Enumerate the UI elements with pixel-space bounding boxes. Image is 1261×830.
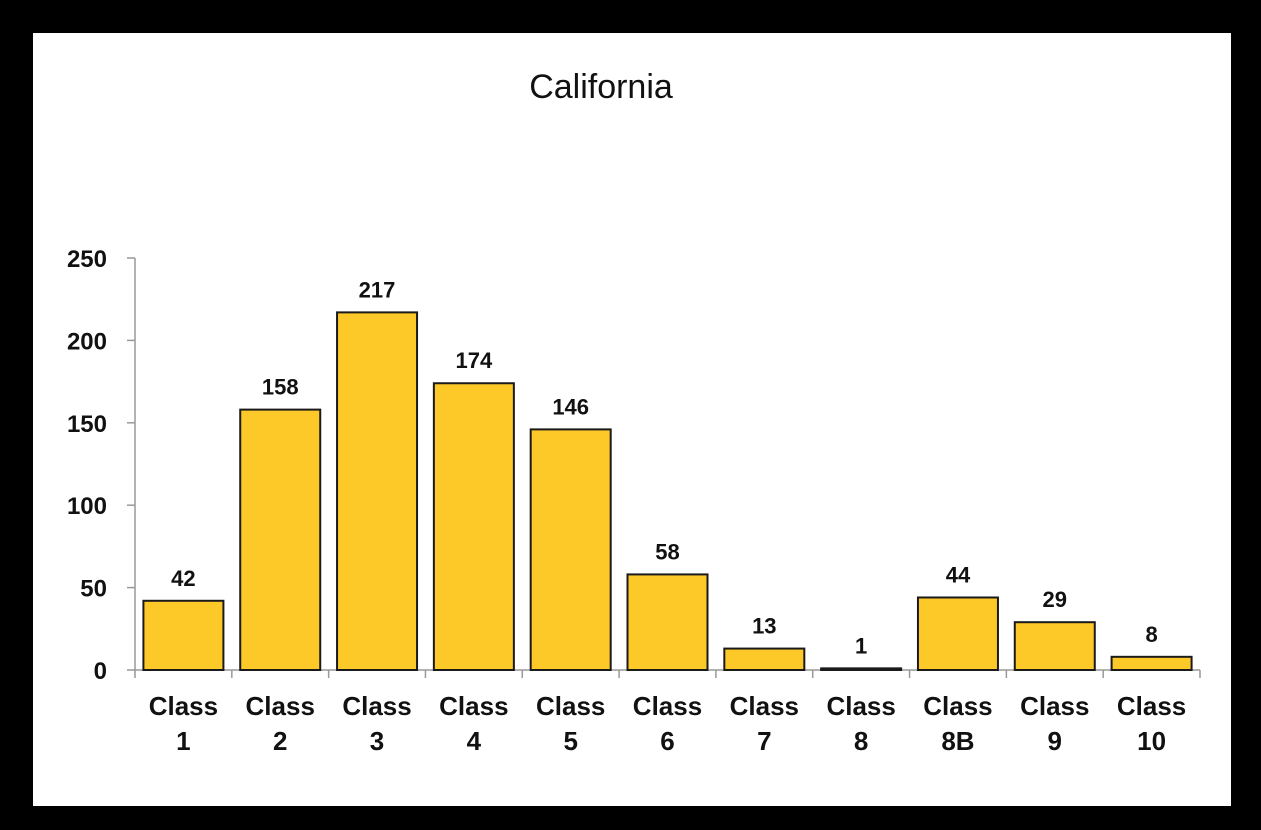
bar-value-label: 1	[855, 633, 867, 658]
bar-value-label: 217	[359, 277, 396, 302]
y-tick-label: 0	[94, 658, 107, 685]
x-category-label: Class 3	[342, 691, 411, 756]
bar	[529, 428, 612, 671]
bar-value-label: 13	[752, 614, 776, 639]
x-category-label-line: 10	[1137, 726, 1166, 756]
x-category-label: Class 7	[730, 691, 799, 756]
bar-value-label: 174	[456, 348, 493, 373]
y-tick-label: 100	[67, 493, 107, 520]
x-category-label-line: Class	[826, 691, 895, 721]
bar	[432, 382, 515, 671]
bar-value-label: 58	[655, 539, 679, 564]
x-category-label-line: Class	[633, 691, 702, 721]
x-category-label-line: 9	[1048, 726, 1062, 756]
x-category-label: Class 10	[1117, 691, 1186, 756]
bar-value-label: 29	[1043, 587, 1067, 612]
x-category-label-line: Class	[149, 691, 218, 721]
x-category-label-line: Class	[1020, 691, 1089, 721]
y-tick-label: 200	[67, 328, 107, 355]
bar	[1110, 655, 1193, 671]
bar-value-label: 42	[171, 566, 195, 591]
x-category-label: Class 9	[1020, 691, 1089, 756]
x-category-label-line: 3	[370, 726, 384, 756]
bar-value-label: 44	[946, 562, 971, 587]
x-category-label: Class 2	[246, 691, 315, 756]
x-category-label: Class 6	[633, 691, 702, 756]
x-category-label-line: Class	[246, 691, 315, 721]
bar	[626, 573, 709, 672]
y-tick-label: 250	[67, 246, 107, 273]
x-category-label-line: 5	[563, 726, 577, 756]
x-category-label-line: 4	[467, 726, 482, 756]
y-tick-label: 150	[67, 411, 107, 438]
y-axis-ticks: 0 50 100 150 200 250	[67, 246, 135, 685]
bar-value-label: 158	[262, 375, 299, 400]
x-category-label: Class 5	[536, 691, 605, 756]
x-category-label-line: Class	[439, 691, 508, 721]
x-category-label-line: 8	[854, 726, 868, 756]
x-category-label-line: Class	[1117, 691, 1186, 721]
x-category-label-line: Class	[342, 691, 411, 721]
chart-panel	[33, 33, 1231, 806]
x-category-label-line: 8B	[941, 726, 974, 756]
x-category-label-line: 6	[660, 726, 674, 756]
bar	[239, 408, 322, 671]
bar	[1013, 621, 1096, 672]
bar-value-label: 8	[1145, 622, 1157, 647]
bar	[723, 647, 806, 671]
x-category-label-line: 7	[757, 726, 771, 756]
x-category-label: Class 8	[826, 691, 895, 756]
x-category-label: Class 8B	[923, 691, 992, 756]
bars	[142, 311, 1193, 672]
y-tick-label: 50	[80, 576, 107, 603]
chart-title: California	[529, 68, 673, 106]
value-labels: 42 158 217 174 146 58 13 1 44 29 8	[171, 277, 1158, 658]
x-category-label: Class 1	[149, 691, 218, 756]
bar	[336, 311, 419, 671]
x-category-label-line: 1	[176, 726, 190, 756]
bar	[820, 667, 903, 671]
x-category-label-line: Class	[536, 691, 605, 721]
x-category-label-line: Class	[730, 691, 799, 721]
bar-value-label: 146	[552, 394, 589, 419]
x-category-label-line: Class	[923, 691, 992, 721]
bar	[916, 596, 999, 671]
x-category-label-line: 2	[273, 726, 287, 756]
x-category-label: Class 4	[439, 691, 508, 756]
bar	[142, 599, 225, 671]
